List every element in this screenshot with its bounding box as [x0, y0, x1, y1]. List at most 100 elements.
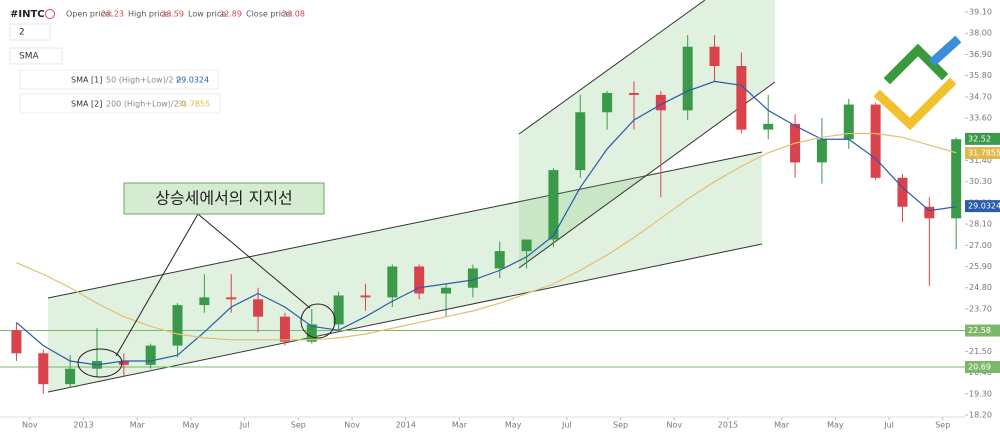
y-tick-label: 39.10: [969, 8, 992, 17]
sma-line: [16, 80, 957, 366]
close-value: 23.08: [282, 10, 305, 19]
x-tick-label: Jul: [883, 421, 894, 430]
price-badge-label: 32.52: [968, 134, 991, 143]
candle-body: [548, 170, 559, 240]
indicator-row[interactable]: [19, 69, 219, 90]
x-tick-label: Jul: [239, 421, 250, 430]
price-badge: [965, 132, 1000, 145]
annotations: 상승세에서의 지지선: [77, 182, 336, 378]
candle-body: [360, 295, 371, 298]
candle-body: [951, 139, 962, 219]
x-tick-label: Sep: [291, 421, 306, 430]
candle-body: [279, 316, 290, 342]
y-tick-label: 36.90: [969, 50, 992, 59]
price-badge: [965, 147, 1000, 160]
x-tick-label: Sep: [613, 421, 628, 430]
candle-body: [306, 324, 317, 342]
price-badge-label: 20.69: [968, 362, 991, 371]
candle-body: [253, 299, 264, 317]
y-tick-label: 19.30: [969, 389, 992, 398]
y-tick-label: 27.00: [969, 241, 992, 250]
low-label: Low price:: [188, 10, 229, 19]
candle-body: [628, 92, 639, 95]
candle-body: [199, 297, 210, 306]
x-tick-label: Sep: [935, 421, 950, 430]
y-tick-label: 31.40: [969, 156, 992, 165]
x-tick-label: May: [505, 421, 522, 430]
candle-body: [333, 295, 344, 325]
low-value: 22.89: [219, 10, 242, 19]
candle-body: [709, 46, 720, 66]
y-tick-label: 38.00: [969, 29, 992, 38]
channel-line: [518, 81, 776, 269]
x-tick-label: Jul: [561, 421, 572, 430]
interval[interactable]: 2: [19, 28, 25, 38]
indicator-row[interactable]: [19, 93, 221, 114]
candle-body: [843, 104, 854, 140]
candle-body: [870, 104, 881, 178]
logo-part: [873, 77, 957, 131]
indicator-menu[interactable]: SMA: [19, 52, 39, 62]
price-badge-label: 29.0324: [968, 202, 1000, 211]
channel-line: [518, 0, 706, 135]
candle-body: [682, 46, 693, 111]
axes: 39.1038.0036.9035.8034.7033.6032.5031.40…: [0, 8, 1000, 430]
y-tick-label: 23.70: [969, 304, 992, 313]
price-badge: [965, 324, 1000, 337]
high-label: High price:: [128, 10, 172, 19]
indicator-name: SMA [1]: [71, 76, 102, 85]
price-axis: [965, 0, 1000, 433]
candle-body: [575, 112, 586, 171]
logo-part: [928, 35, 962, 67]
candle-body: [387, 266, 398, 298]
candle-body: [145, 345, 156, 365]
logo-part: [883, 43, 949, 85]
x-tick-label: 2013: [73, 421, 93, 430]
y-tick-label: 21.50: [969, 347, 992, 356]
interval-select[interactable]: [9, 23, 51, 41]
x-tick-label: Mar: [130, 421, 146, 430]
candle-body: [736, 65, 747, 130]
annotation-text: 상승세에서의 지지선: [155, 189, 293, 208]
x-tick-label: Nov: [344, 421, 360, 430]
candle-body: [655, 94, 666, 111]
candle-body: [118, 361, 129, 365]
sma-line: [16, 132, 957, 341]
y-tick-label: 24.80: [969, 283, 992, 292]
candle-body: [38, 353, 49, 385]
highlight-ellipse: [77, 348, 123, 378]
x-tick-label: 2014: [396, 421, 416, 430]
y-tick-label: 33.60: [969, 114, 992, 123]
candle-body: [816, 139, 827, 163]
channel-line: [47, 151, 763, 299]
channel-fill: [48, 152, 762, 392]
price-badge: [965, 200, 1000, 213]
candle-body: [494, 251, 505, 269]
candle-body: [226, 297, 237, 300]
indicator-value: 31.7855: [177, 100, 210, 109]
x-tick-label: 2015: [718, 421, 738, 430]
symbol: #INTC: [10, 9, 45, 20]
candle-body: [521, 239, 532, 252]
x-tick-label: Mar: [452, 421, 468, 430]
annotation-box: [123, 182, 325, 215]
y-tick-label: 25.90: [969, 262, 992, 271]
y-tick-label: 18.20: [969, 411, 992, 420]
open-value: 23.23: [101, 10, 124, 19]
price-badge: [965, 360, 1000, 373]
candle-body: [763, 123, 774, 130]
candle-body: [65, 368, 76, 385]
x-tick-label: May: [183, 421, 200, 430]
indicator-name: SMA [2]: [71, 100, 102, 109]
y-tick-label: 34.70: [969, 92, 992, 101]
indicator-select[interactable]: [9, 47, 63, 65]
logo: [873, 35, 962, 131]
y-tick-label: 30.30: [969, 177, 992, 186]
price-badge-label: 31.7855: [968, 149, 1000, 158]
candle-body: [897, 177, 908, 207]
arrow: [197, 213, 311, 309]
candle-body: [441, 287, 452, 294]
x-tick-label: Nov: [666, 421, 682, 430]
x-tick-label: Nov: [22, 421, 38, 430]
